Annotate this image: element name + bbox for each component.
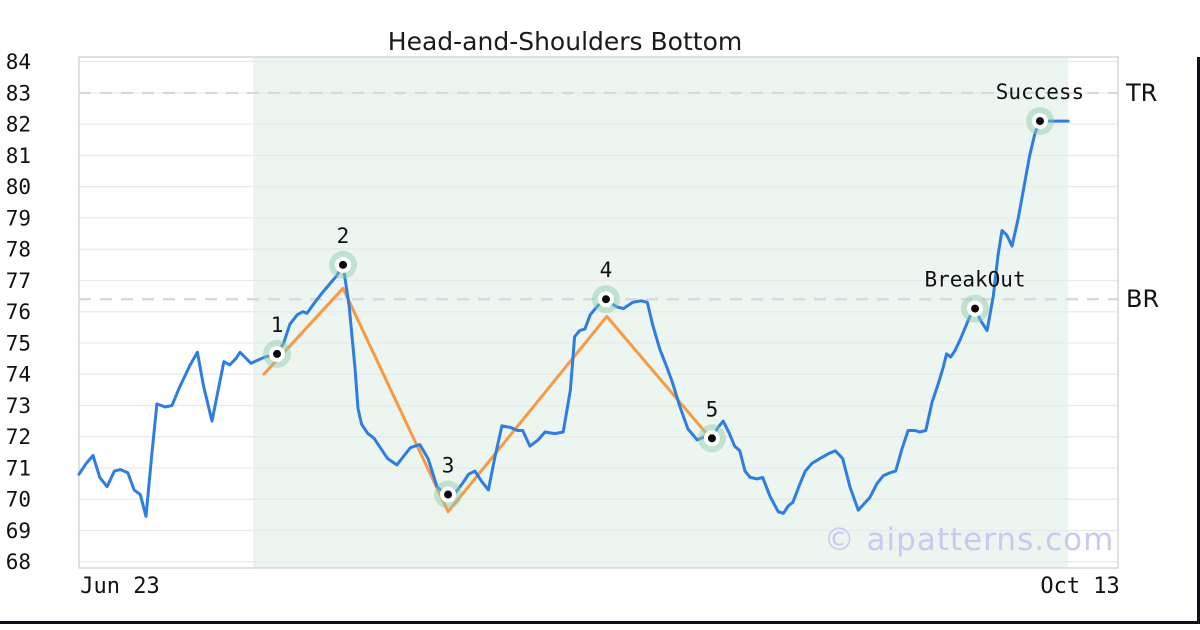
marker-dot-1 (273, 349, 282, 358)
pattern-shade-region (253, 57, 1069, 568)
y-tick-label-71: 71 (6, 456, 31, 480)
annotation-label-Success: Success (996, 80, 1085, 104)
marker-dot-BreakOut (971, 304, 980, 313)
frame-bottom-line (0, 621, 1200, 624)
y-tick-label-76: 76 (6, 300, 31, 324)
price-line (77, 119, 1070, 518)
annotation-label-3: 3 (442, 454, 455, 478)
annotation-label-BreakOut: BreakOut (924, 268, 1025, 292)
marker-dot-3 (444, 490, 453, 499)
y-tick-label-69: 69 (6, 519, 31, 543)
level-label-BR: BR (1126, 285, 1159, 313)
y-tick-label-75: 75 (6, 331, 31, 355)
pattern-outline-line (262, 286, 712, 514)
marker-dot-2 (339, 260, 348, 269)
y-tick-label-73: 73 (6, 394, 31, 418)
y-tick-label-68: 68 (6, 550, 31, 574)
marker-dot-Success (1035, 117, 1044, 126)
y-tick-label-83: 83 (6, 81, 31, 105)
x-tick-label-Oct-13: Oct 13 (1040, 574, 1119, 599)
y-tick-label-70: 70 (6, 488, 31, 512)
plot-border (78, 56, 1119, 569)
annotation-label-4: 4 (600, 258, 613, 282)
x-tick-label-Jun-23: Jun 23 (80, 574, 159, 599)
y-tick-label-81: 81 (6, 144, 31, 168)
frame-right-line (1197, 57, 1200, 624)
chart-title: Head-and-Shoulders Bottom (387, 27, 743, 56)
y-tick-label-80: 80 (6, 175, 31, 199)
watermark: © aipatterns.com (823, 522, 1115, 558)
marker-dot-5 (707, 434, 716, 443)
y-tick-label-84: 84 (6, 50, 31, 74)
annotation-label-1: 1 (271, 313, 284, 337)
y-tick-label-77: 77 (6, 269, 31, 293)
annotation-label-5: 5 (706, 397, 719, 421)
y-tick-label-79: 79 (6, 206, 31, 230)
annotation-label-2: 2 (337, 224, 350, 248)
marker-dot-4 (601, 295, 610, 304)
y-tick-label-82: 82 (6, 113, 31, 137)
y-tick-label-72: 72 (6, 425, 31, 449)
level-label-TR: TR (1125, 79, 1157, 107)
y-tick-label-78: 78 (6, 238, 31, 262)
y-tick-label-74: 74 (6, 363, 31, 387)
